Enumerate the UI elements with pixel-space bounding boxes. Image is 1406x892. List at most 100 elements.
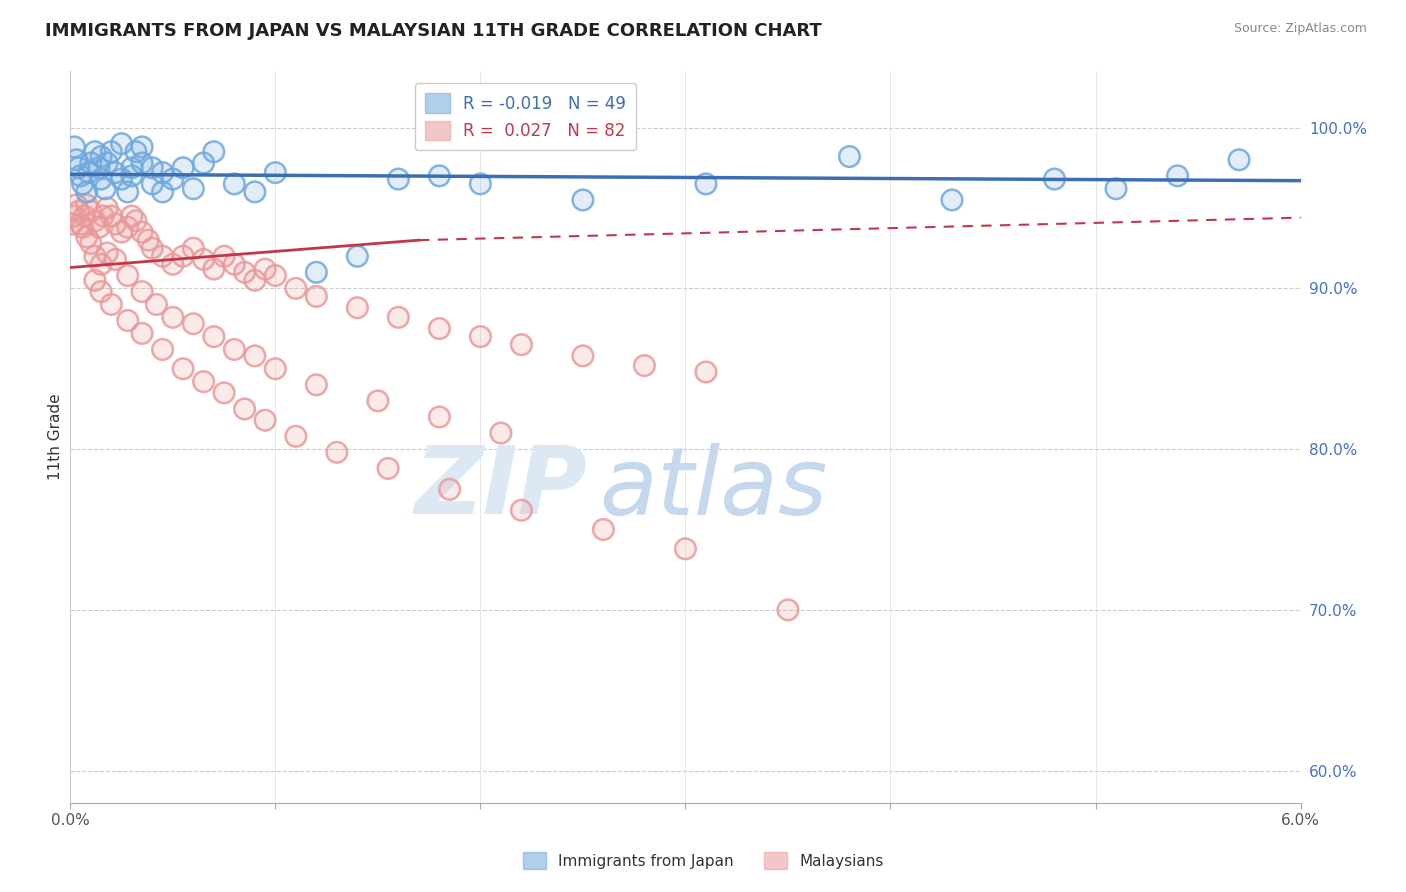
Point — [131, 156, 153, 170]
Point — [305, 289, 328, 303]
Point — [572, 193, 595, 207]
Point — [104, 166, 127, 180]
Point — [131, 326, 153, 341]
Point — [264, 361, 287, 376]
Point — [67, 161, 90, 175]
Point — [1227, 153, 1250, 167]
Point — [427, 409, 450, 424]
Point — [1166, 169, 1188, 183]
Point — [284, 281, 307, 295]
Point — [675, 541, 697, 556]
Point — [90, 257, 112, 271]
Point — [305, 289, 328, 303]
Point — [91, 209, 114, 223]
Point — [162, 310, 184, 325]
Point — [84, 214, 107, 228]
Point — [202, 329, 225, 343]
Point — [305, 265, 328, 279]
Point — [121, 209, 143, 223]
Point — [63, 140, 86, 154]
Point — [110, 172, 132, 186]
Point — [80, 236, 103, 251]
Point — [152, 249, 174, 263]
Point — [387, 172, 409, 186]
Point — [695, 365, 717, 379]
Point — [284, 429, 307, 443]
Point — [141, 177, 163, 191]
Point — [183, 317, 205, 331]
Point — [131, 140, 153, 154]
Point — [633, 359, 655, 373]
Point — [131, 140, 153, 154]
Point — [183, 182, 205, 196]
Point — [243, 185, 266, 199]
Point — [427, 169, 450, 183]
Point — [131, 225, 153, 239]
Point — [254, 262, 277, 277]
Point — [84, 249, 107, 263]
Point — [152, 185, 174, 199]
Point — [510, 503, 533, 517]
Point — [90, 172, 112, 186]
Point — [96, 201, 118, 215]
Point — [633, 359, 655, 373]
Point — [193, 375, 215, 389]
Point — [387, 310, 409, 325]
Point — [152, 166, 174, 180]
Point — [96, 156, 118, 170]
Point — [96, 246, 118, 260]
Point — [100, 209, 122, 223]
Point — [131, 326, 153, 341]
Point — [776, 603, 799, 617]
Point — [121, 169, 143, 183]
Point — [80, 236, 103, 251]
Point — [162, 257, 184, 271]
Point — [65, 153, 87, 167]
Point — [90, 150, 112, 164]
Point — [117, 313, 139, 327]
Point — [572, 349, 595, 363]
Point — [264, 268, 287, 283]
Point — [212, 249, 235, 263]
Point — [141, 241, 163, 255]
Point — [76, 230, 98, 244]
Point — [96, 246, 118, 260]
Point — [94, 182, 117, 196]
Point — [110, 172, 132, 186]
Point — [264, 166, 287, 180]
Point — [141, 161, 163, 175]
Point — [69, 169, 91, 183]
Legend: R = -0.019   N = 49, R =  0.027   N = 82: R = -0.019 N = 49, R = 0.027 N = 82 — [415, 83, 636, 150]
Point — [254, 262, 277, 277]
Point — [125, 214, 148, 228]
Point — [941, 193, 963, 207]
Point — [212, 249, 235, 263]
Point — [326, 445, 349, 459]
Point — [121, 161, 143, 175]
Point — [427, 321, 450, 335]
Point — [87, 161, 110, 175]
Point — [77, 166, 100, 180]
Point — [96, 201, 118, 215]
Point — [121, 161, 143, 175]
Point — [76, 185, 98, 199]
Point — [117, 313, 139, 327]
Point — [233, 401, 256, 416]
Point — [346, 301, 368, 315]
Point — [117, 268, 139, 283]
Point — [1105, 182, 1128, 196]
Point — [572, 349, 595, 363]
Point — [100, 297, 122, 311]
Point — [76, 230, 98, 244]
Point — [367, 393, 389, 408]
Point — [104, 166, 127, 180]
Point — [202, 145, 225, 159]
Point — [87, 220, 110, 235]
Point — [202, 262, 225, 277]
Point — [193, 252, 215, 267]
Point — [510, 503, 533, 517]
Text: ZIP: ZIP — [415, 442, 586, 534]
Point — [202, 145, 225, 159]
Point — [346, 249, 368, 263]
Point — [110, 136, 132, 151]
